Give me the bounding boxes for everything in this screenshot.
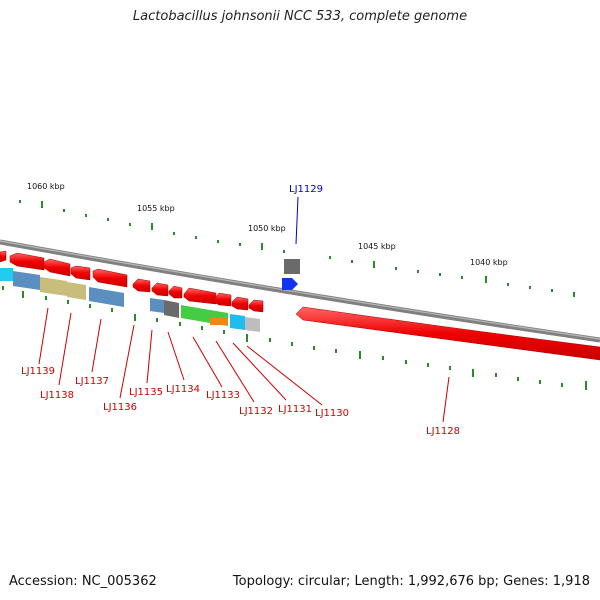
scale-label-1045: 1045 kbp [358, 242, 396, 251]
genome-backbone [0, 239, 600, 343]
gene-label-LJ1133[interactable]: LJ1133 [206, 390, 240, 401]
gene-label-LJ1132[interactable]: LJ1132 [239, 406, 273, 417]
gene-label-LJ1134[interactable]: LJ1134 [166, 384, 200, 395]
gene-box-LJ1129 [284, 259, 300, 274]
gene-label-LJ1135[interactable]: LJ1135 [129, 387, 163, 398]
forward-genes [0, 250, 264, 313]
gene-label-LJ1128[interactable]: LJ1128 [426, 426, 460, 437]
label-leaders [38, 196, 450, 423]
scale-label-1050: 1050 kbp [248, 224, 286, 233]
reverse-genes [0, 268, 260, 332]
accession-text: Accession: NC_005362 [9, 574, 157, 589]
map-title: Lactobacillus johnsonii NCC 533, complet… [132, 9, 468, 24]
outer-scale-ticks [19, 200, 575, 297]
gene-label-LJ1129[interactable]: LJ1129 [289, 184, 323, 195]
genome-summary-text: Topology: circular; Length: 1,992,676 bp… [232, 574, 590, 589]
scale-label-1040: 1040 kbp [470, 258, 508, 267]
scale-label-1060: 1060 kbp [27, 182, 65, 191]
gene-label-LJ1130[interactable]: LJ1130 [315, 408, 349, 419]
scale-label-1055: 1055 kbp [137, 204, 175, 213]
gene-label-LJ1136[interactable]: LJ1136 [103, 402, 137, 413]
gene-label-LJ1139[interactable]: LJ1139 [21, 366, 55, 377]
inner-scale-ticks [2, 286, 587, 390]
gene-arrow-blue [282, 278, 298, 290]
gene-LJ1128-arrow [295, 306, 600, 361]
gene-label-LJ1131[interactable]: LJ1131 [278, 404, 312, 415]
gene-label-LJ1138[interactable]: LJ1138 [40, 390, 74, 401]
gene-label-LJ1137[interactable]: LJ1137 [75, 376, 109, 387]
